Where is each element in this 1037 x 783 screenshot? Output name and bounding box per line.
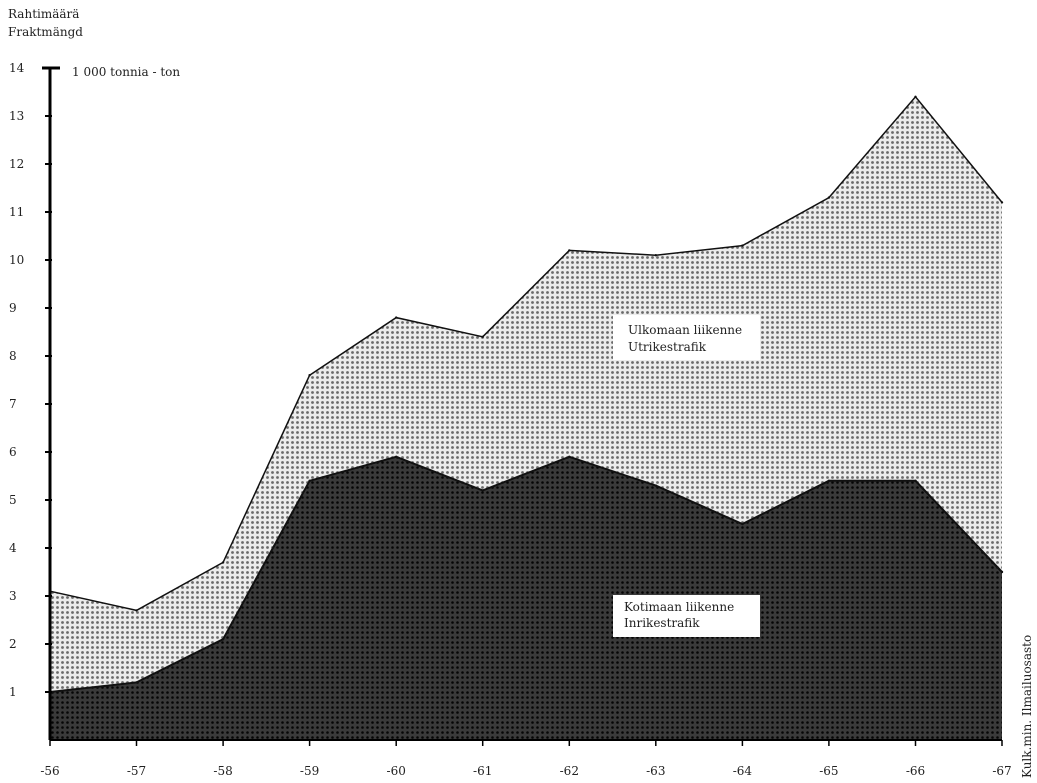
area-inrikestrafik-edge (49, 455, 1003, 693)
data-point (308, 374, 311, 377)
y-tick-label: 4 (9, 541, 17, 555)
y-tick-label: 12 (9, 157, 24, 171)
y-tick-label: 8 (9, 349, 17, 363)
x-tick-label: -56 (40, 764, 59, 778)
x-tick-label: -63 (646, 764, 665, 778)
y-tick-label: 2 (9, 637, 17, 651)
data-point (741, 244, 744, 247)
y-tick-label: 10 (9, 253, 24, 267)
data-point (135, 681, 138, 684)
legend-outer: Ulkomaan liikenne Utrikestrafik (613, 315, 760, 360)
data-point (914, 479, 917, 482)
y-tick-label: 5 (9, 493, 17, 507)
data-point (395, 316, 398, 319)
legend-outer-label-sv: Utrikestrafik (628, 340, 707, 354)
x-tick-label: -60 (387, 764, 406, 778)
x-tick-label: -65 (819, 764, 838, 778)
x-tick-label: -67 (992, 764, 1011, 778)
y-tick-label: 13 (9, 109, 24, 123)
data-point (827, 479, 831, 482)
data-point (568, 455, 571, 458)
data-point (221, 638, 225, 641)
y-axis-title-fi: Rahtimäärä (8, 7, 79, 21)
y-tick-label: 7 (9, 397, 17, 411)
data-point (654, 254, 657, 257)
y-tick-label: 9 (9, 301, 17, 315)
y-tick-label: 3 (9, 589, 17, 603)
x-tick-label: -57 (127, 764, 146, 778)
series-edges (48, 95, 1004, 741)
data-point (827, 196, 831, 199)
data-point (1000, 201, 1004, 204)
x-tick-label: -61 (473, 764, 492, 778)
y-tick-label: 11 (9, 205, 24, 219)
data-point (481, 489, 484, 492)
data-point (654, 484, 657, 487)
unit-label: 1 000 tonnia - ton (72, 65, 180, 79)
legend-domestic-label-sv: Inrikestrafik (624, 616, 700, 630)
source-note: Kulk.min. Ilmailuosasto (1020, 635, 1034, 778)
data-point (481, 335, 484, 338)
legend-outer-label-fi: Ulkomaan liikenne (628, 323, 742, 337)
y-tick-label: 1 (9, 685, 17, 699)
x-tick-label: -62 (560, 764, 579, 778)
area-utrikestrafik-edge (49, 95, 1003, 612)
area-inrikestrafik (50, 456, 1002, 740)
x-tick-label: -66 (906, 764, 925, 778)
data-point (308, 479, 311, 482)
x-tick-label: -59 (300, 764, 319, 778)
x-tick-label: -58 (213, 764, 232, 778)
data-point (135, 609, 138, 612)
x-axis-ticks: -56 -57 -58 -59 -60 -61 -62 -63 -64 -65 -66 -67 (40, 740, 1012, 778)
series-areas (50, 96, 1002, 741)
y-tick-label: 14 (9, 61, 25, 75)
x-tick-label: -64 (733, 764, 753, 778)
y-axis-title-sv: Fraktmängd (8, 25, 83, 39)
legend-outer-box (613, 315, 760, 360)
data-point (741, 522, 744, 526)
data-point (1000, 570, 1004, 574)
data-point (221, 561, 225, 564)
data-point (568, 249, 571, 252)
legend-domestic: Kotimaan liikenne Inrikestrafik (613, 595, 760, 637)
y-tick-label: 6 (9, 445, 17, 459)
data-point (395, 455, 398, 458)
legend-domestic-box (613, 595, 760, 637)
data-point (914, 95, 917, 99)
legend-domestic-label-fi: Kotimaan liikenne (624, 600, 734, 614)
